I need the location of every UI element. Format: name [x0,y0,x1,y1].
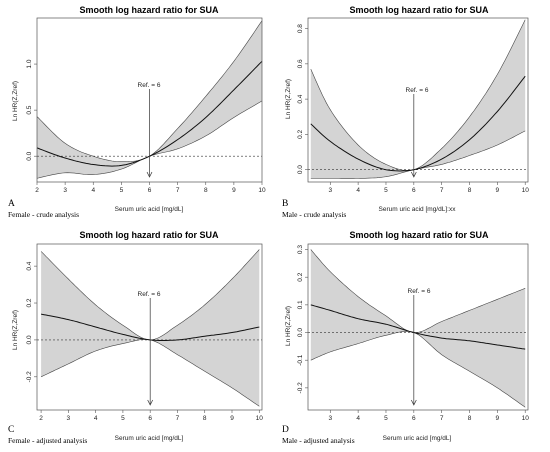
panel-a-x-tick-label: 9 [232,187,236,194]
panel-a-y-tick-label: 0.0 [26,151,33,160]
panel-d-ref-label: Ref. = 6 [408,288,431,295]
panel-d-confidence-band [310,249,526,408]
panel-b-y-tick-label: 0.4 [297,94,304,103]
panel-c-title: Smooth log hazard ratio for SUA [79,230,219,240]
panel-d-x-tick-label: 9 [496,415,500,422]
panel-b-y-tick-label: 0.6 [297,59,304,68]
panel-a-x-tick-label: 8 [204,187,208,194]
panel-b-x-tick-label: 10 [522,187,530,194]
panel-b-confidence-band [310,19,526,179]
panel-c-x-tick-label: 4 [94,415,98,422]
panel-b-plot: 3 4 5 6 7 8 9 10 0.0 0.2 0.4 0.6 0.8 [297,17,530,194]
panel-c-ref-label: Ref. = 6 [138,291,161,298]
panel-c-x-tick-label: 7 [176,415,180,422]
panel-c-xlabel: Serum uric acid [mg/dL] [115,435,184,442]
panel-b-y-tick-label: 0.8 [297,24,304,33]
panel-a-title: Smooth log hazard ratio for SUA [79,5,219,15]
panel-a-x-tick-label: 10 [258,187,266,194]
panel-a-caption: Female - crude analysis [8,210,79,219]
panel-c-ref-arrow-head [147,399,153,406]
panel-a-confidence-band [37,20,262,179]
panel-b-x-tick-label: 6 [412,187,416,194]
panel-a-letter: A [8,199,15,209]
panel-d-letter: D [282,425,289,435]
panel-d-x-tick-label: 3 [328,415,332,422]
panel-c-y-tick-label: 0.4 [26,261,33,270]
panel-d-x-tick-label: 10 [522,415,530,422]
panel-d-y-tick-label: 0.0 [297,328,304,337]
panel-d-y-tick-label: 0.2 [297,272,304,281]
panel-b-title: Smooth log hazard ratio for SUA [349,5,489,15]
panel-d-title: Smooth log hazard ratio for SUA [349,230,489,240]
panel-d-y-tick-label: 0.3 [297,245,304,254]
panel-c-x-tick-label: 10 [256,415,264,422]
panel-a: Smooth log hazard ratio for SUA A Female… [8,5,219,219]
panel-a-x-tick-label: 5 [120,187,124,194]
panel-d-y-tick-label: -0.1 [297,354,304,366]
panel-c-x-tick-label: 6 [148,415,152,422]
panel-b-letter: B [282,199,288,209]
panel-b-x-tick-label: 9 [496,187,500,194]
panel-c-x-tick-label: 8 [203,415,207,422]
panel-b-xlabel: Serum uric acid [mg/dL]:xx [379,206,457,213]
panel-d-y-tick-label: 0.1 [297,300,304,309]
panel-c-x-tick-label: 5 [121,415,125,422]
panel-a-ref-label: Ref. = 6 [138,82,161,89]
panel-d-ylabel: Ln HR(Z,Zref) [285,306,292,346]
panel-b-y-tick-label: 0.0 [297,165,304,174]
panel-c-ylabel: Ln HR(Z,Zref) [12,310,19,350]
panel-d-xlabel: Serum uric acid [mg/dL] [383,435,452,442]
panel-b-ylabel: Ln HR(Z,Zref) [285,79,292,119]
panel-b-y-tick-label: 0.2 [297,129,304,138]
panel-a-ref-arrow-head [146,171,153,178]
panel-d-y-tick-label: -0.2 [297,382,304,394]
panel-b-x-tick-label: 7 [440,187,444,194]
panel-a-x-tick-label: 6 [148,187,152,194]
panel-a-y-tick-label: 0.5 [26,105,33,114]
panel-a-x-tick-label: 7 [176,187,180,194]
panel-d-plot: 3 4 5 6 7 8 9 10 -0.2 -0.1 0.0 0.1 0.2 0.3 [297,243,530,422]
panel-a-x-tick-label: 2 [35,187,39,194]
panel-c-letter: C [8,425,14,435]
panel-b-x-tick-label: 8 [468,187,472,194]
panel-c-caption: Female - adjusted analysis [8,436,87,445]
panel-c-y-tick-label: -0.2 [26,371,33,383]
panel-d-x-tick-label: 4 [356,415,360,422]
panel-b-x-tick-label: 4 [356,187,360,194]
panel-c-x-tick-label: 3 [67,415,71,422]
panel-b-caption: Male - crude analysis [282,210,346,219]
panel-b-x-tick-label: 5 [384,187,388,194]
panel-d-x-tick-label: 6 [412,415,416,422]
panel-c-x-tick-label: 9 [230,415,234,422]
panel-a-x-tick-label: 3 [63,187,67,194]
panel-b-ref-label: Ref. = 6 [406,87,429,94]
panel-b-frame [307,17,529,183]
panel-d-caption: Male - adjusted analysis [282,436,355,445]
panel-d-x-tick-label: 5 [384,415,388,422]
panel-d-x-tick-label: 8 [468,415,472,422]
panel-a-plot: 2 3 4 5 6 7 8 9 10 0.0 0.5 1.0 [26,17,266,194]
panel-c-frame [36,243,263,411]
panel-a-xlabel: Serum uric acid [mg/dL] [115,206,184,213]
panel-c-y-tick-label: 0.2 [26,298,33,307]
panel-d-x-tick-label: 7 [440,415,444,422]
panel-b-ref-arrow-head [411,171,417,178]
panel-d-frame [307,243,529,411]
panel-b: Smooth log hazard ratio for SUA B Male -… [282,5,489,219]
panel-a-y-tick-label: 1.0 [26,59,33,68]
panel-d: Smooth log hazard ratio for SUA D Male -… [282,230,489,445]
panel-a-ylabel: Ln HR(Z,Zref) [12,81,19,121]
panel-d-ref-arrow-head [411,399,417,406]
panel-c-confidence-band [41,249,260,407]
panel-c: Smooth log hazard ratio for SUA C Female… [8,230,219,445]
panel-b-x-tick-label: 3 [328,187,332,194]
panel-c-x-tick-label: 2 [39,415,43,422]
panel-a-x-tick-label: 4 [91,187,95,194]
panel-c-plot: 2 3 4 5 6 7 8 9 10 -0.2 0.0 0.2 0.4 [26,243,264,422]
panel-c-y-tick-label: 0.0 [26,335,33,344]
